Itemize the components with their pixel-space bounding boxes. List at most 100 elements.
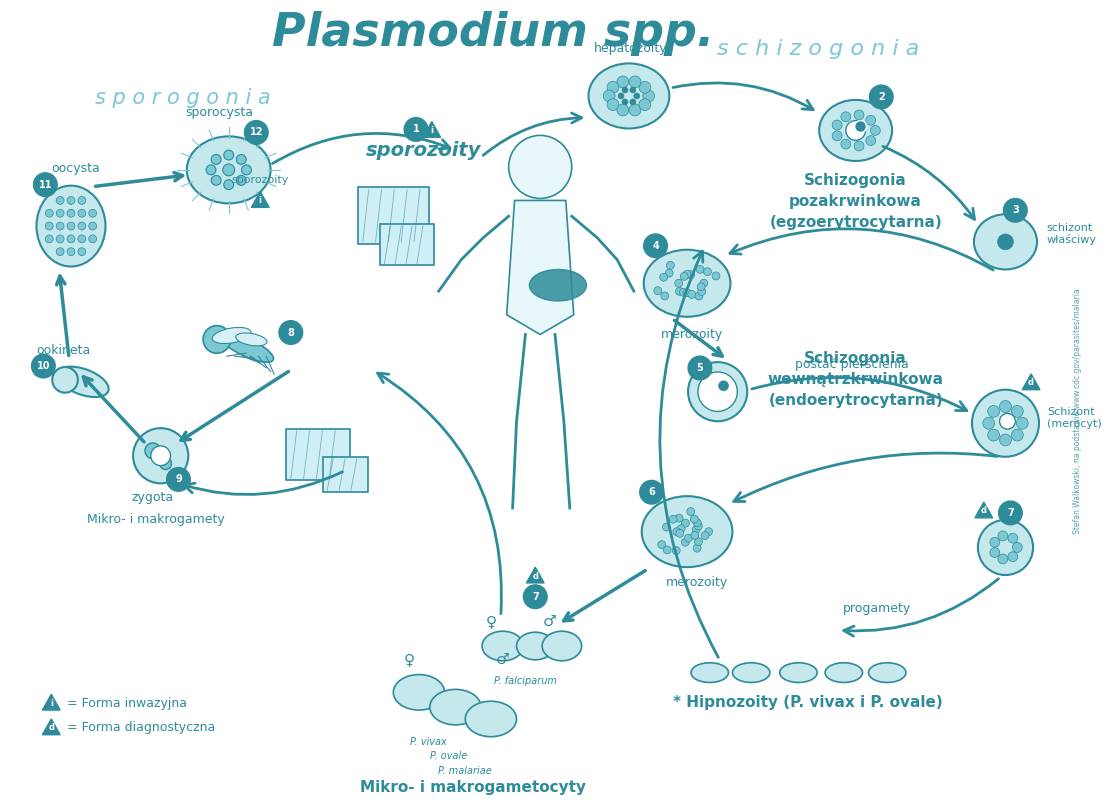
Circle shape [682,519,690,527]
Circle shape [688,362,747,421]
Text: = Forma inwazyjna: = Forma inwazyjna [67,697,187,710]
Circle shape [57,196,64,204]
Text: progamety: progamety [843,602,912,615]
Circle shape [703,268,711,276]
Circle shape [665,269,673,277]
Text: Mikro- i makrogamety: Mikro- i makrogamety [87,513,225,526]
Circle shape [640,480,663,504]
Circle shape [78,209,85,217]
Circle shape [971,390,1039,457]
Polygon shape [975,502,993,518]
Bar [358,187,429,244]
Circle shape [678,525,685,533]
Ellipse shape [482,631,523,661]
Circle shape [133,428,189,483]
Circle shape [998,554,1008,564]
Text: s p o r o g o n i a: s p o r o g o n i a [94,88,271,108]
Circle shape [691,531,699,539]
Circle shape [866,135,876,145]
Text: ♀: ♀ [486,614,497,629]
Circle shape [242,165,252,175]
Circle shape [683,270,691,278]
Text: 7: 7 [532,592,539,602]
Circle shape [999,401,1011,412]
Text: 12: 12 [250,127,263,137]
Circle shape [978,520,1034,575]
Circle shape [236,154,246,165]
Ellipse shape [212,328,251,344]
Ellipse shape [643,250,731,317]
Circle shape [33,173,58,196]
Circle shape [846,121,865,140]
Text: s c h i z o g o n i a: s c h i z o g o n i a [718,39,919,58]
Circle shape [681,539,689,546]
Text: Mikro- i makrogametocyty: Mikro- i makrogametocyty [360,780,587,796]
Circle shape [1004,199,1027,222]
Circle shape [279,320,303,345]
Circle shape [629,104,641,116]
Circle shape [211,175,221,185]
Circle shape [688,290,695,298]
Text: zygota: zygota [132,491,174,504]
Circle shape [45,235,53,242]
Circle shape [693,519,701,526]
Text: merozoity: merozoity [665,577,729,590]
Text: 3: 3 [1011,205,1019,215]
Ellipse shape [974,214,1037,269]
Text: ♂: ♂ [543,614,557,629]
Circle shape [643,234,668,258]
Text: ♂: ♂ [496,652,509,667]
Text: * Hipnozoity (P. vivax i P. ovale): * Hipnozoity (P. vivax i P. ovale) [673,695,943,710]
Text: 2: 2 [878,92,885,102]
Circle shape [700,279,708,287]
Circle shape [622,99,628,105]
Circle shape [634,93,640,99]
Polygon shape [42,719,60,735]
Text: merozoity: merozoity [661,328,723,341]
Circle shape [151,446,171,466]
Ellipse shape [236,333,267,345]
Circle shape [660,273,668,281]
Circle shape [67,247,75,255]
Circle shape [67,235,75,242]
Text: P. vivax: P. vivax [410,736,447,747]
Ellipse shape [394,675,445,710]
Circle shape [983,418,995,429]
Circle shape [988,406,999,418]
Ellipse shape [466,702,517,736]
Circle shape [686,271,694,279]
Circle shape [618,93,624,99]
Circle shape [704,528,713,535]
Text: ♀: ♀ [404,652,415,667]
Polygon shape [1022,374,1040,390]
Circle shape [523,585,547,608]
Circle shape [639,81,651,93]
Circle shape [1008,534,1018,543]
Circle shape [78,247,85,255]
Circle shape [719,381,729,391]
Text: 8: 8 [287,328,294,337]
Circle shape [998,234,1014,250]
Circle shape [31,354,55,378]
Ellipse shape [542,631,581,661]
Circle shape [1008,551,1018,562]
Circle shape [160,457,172,470]
Circle shape [667,261,674,269]
Circle shape [654,287,662,294]
Circle shape [617,76,629,88]
Circle shape [224,180,234,190]
Text: sporocysta: sporocysta [185,106,253,119]
Circle shape [1011,406,1024,418]
Circle shape [57,209,64,217]
Circle shape [67,196,75,204]
Text: oocysta: oocysta [51,162,100,175]
Text: Schizogonia
wewnątrzkrwinkowa
(endoerytrocytarna): Schizogonia wewnątrzkrwinkowa (endoerytr… [767,351,944,409]
Text: P. falciparum: P. falciparum [494,676,557,685]
Circle shape [841,139,851,149]
Circle shape [244,121,268,144]
Circle shape [673,528,681,535]
Ellipse shape [37,186,105,267]
Ellipse shape [868,663,906,683]
Text: 11: 11 [39,180,52,190]
Circle shape [236,175,246,185]
